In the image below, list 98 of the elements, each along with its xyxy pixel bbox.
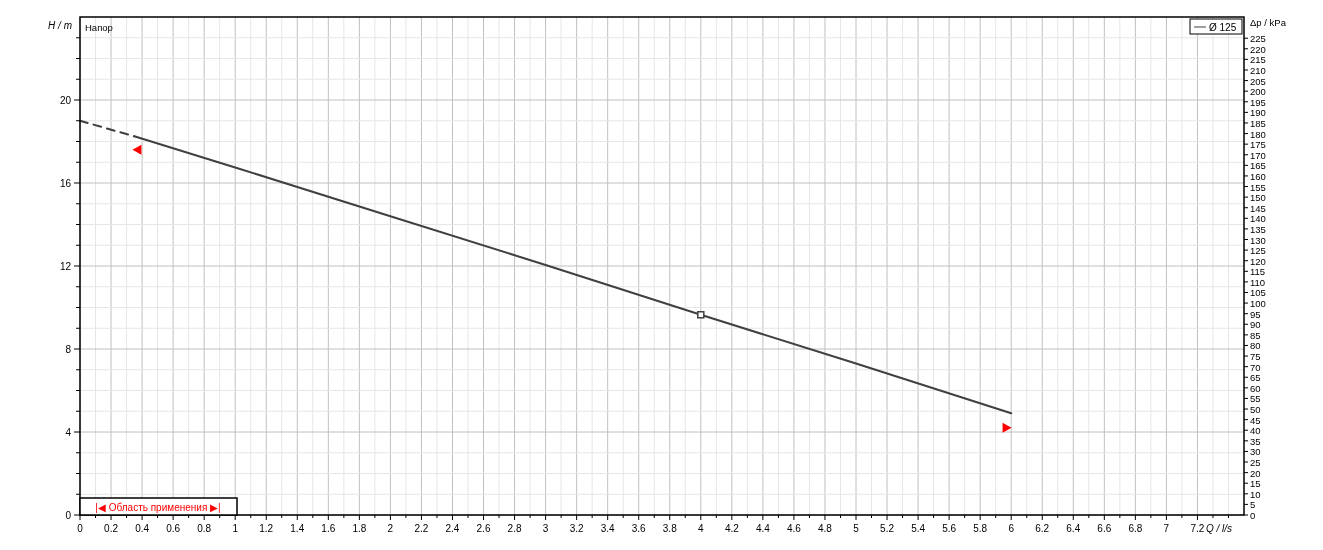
y2-tick-label: 150 bbox=[1250, 192, 1266, 204]
x-tick-label: 2.2 bbox=[414, 523, 429, 534]
y2-tick-label: 170 bbox=[1250, 149, 1266, 161]
y2-tick-label: 135 bbox=[1250, 223, 1266, 235]
annotation: |◀ Область применения ▶| bbox=[95, 501, 221, 513]
x-tick-label: 7 bbox=[1163, 523, 1170, 534]
y2-tick-label: 155 bbox=[1250, 181, 1266, 193]
x-tick-label: 6.2 bbox=[1035, 523, 1050, 534]
y2-tick-label: 210 bbox=[1250, 64, 1266, 76]
x-tick-label: 0.4 bbox=[135, 523, 150, 534]
y2-tick-label: 185 bbox=[1250, 117, 1266, 129]
point bbox=[132, 144, 142, 155]
y2-tick-label: 60 bbox=[1250, 382, 1261, 394]
y2-tick-label: 95 bbox=[1250, 308, 1261, 320]
x-tick-label: 2.6 bbox=[476, 523, 491, 534]
x-tick-label: 4 bbox=[698, 523, 705, 534]
y2-tick-label: 175 bbox=[1250, 139, 1266, 151]
x-tick-label: 3.8 bbox=[662, 523, 678, 534]
y2-tick-label: 205 bbox=[1250, 75, 1266, 87]
x-tick-label: 5.6 bbox=[942, 523, 957, 534]
y2-tick-label: 0 bbox=[1250, 510, 1256, 521]
y2-tick-label: 25 bbox=[1250, 457, 1261, 469]
y2-tick-label: 10 bbox=[1250, 488, 1261, 500]
y2-tick-label: 65 bbox=[1250, 372, 1261, 384]
y-tick-label: 12 bbox=[59, 261, 72, 272]
y2-tick-label: 35 bbox=[1250, 435, 1261, 447]
y-tick-label: 20 bbox=[59, 95, 72, 106]
x-tick-label: 4.2 bbox=[724, 523, 740, 534]
y2-tick-label: 75 bbox=[1250, 351, 1261, 363]
y2-tick-label: 145 bbox=[1250, 202, 1266, 214]
y2-tick-label: 85 bbox=[1250, 329, 1261, 341]
x-tick-label: 0 bbox=[77, 523, 84, 534]
y2-tick-label: 30 bbox=[1250, 446, 1261, 458]
x-tick-label: 3.4 bbox=[600, 523, 616, 534]
x-tick-label: 2.4 bbox=[445, 523, 460, 534]
x-tick-label: 0.6 bbox=[166, 523, 181, 534]
x-tick-label: 4.4 bbox=[755, 523, 771, 534]
x-tick-label: 3 bbox=[542, 523, 549, 534]
y2-tick-label: 190 bbox=[1250, 107, 1266, 119]
y-axis-title: H / m bbox=[48, 20, 72, 31]
x-tick-label: 4.6 bbox=[786, 523, 802, 534]
x-tick-label: 5 bbox=[853, 523, 860, 534]
y2-tick-label: 55 bbox=[1250, 393, 1261, 405]
y2-tick-label: 80 bbox=[1250, 340, 1261, 352]
y-tick-label: 8 bbox=[65, 344, 72, 355]
y2-tick-label: 110 bbox=[1250, 276, 1266, 288]
y2-tick-label: 40 bbox=[1250, 425, 1261, 437]
y2-tick-label: 195 bbox=[1250, 96, 1266, 108]
x-tick-label: 3.2 bbox=[569, 523, 585, 534]
y2-axis-title: Δp / kPa bbox=[1250, 17, 1287, 28]
x-tick-label: 4.8 bbox=[818, 523, 833, 534]
x-tick-label: 5.2 bbox=[880, 523, 895, 534]
x-axis-title: Q / l/s bbox=[1205, 523, 1232, 534]
y-tick-label: 0 bbox=[65, 510, 72, 521]
x-tick-label: 6 bbox=[1008, 523, 1015, 534]
y-tick-label: 4 bbox=[65, 427, 72, 438]
y-tick-label: 16 bbox=[59, 178, 72, 189]
y2-tick-label: 130 bbox=[1250, 234, 1266, 246]
x-tick-label: 2.8 bbox=[507, 523, 522, 534]
y2-tick-label: 140 bbox=[1250, 213, 1266, 225]
y2-tick-label: 90 bbox=[1250, 319, 1261, 331]
y2-tick-label: 220 bbox=[1250, 43, 1266, 55]
y2-tick-label: 125 bbox=[1250, 245, 1266, 257]
y2-tick-label: 50 bbox=[1250, 404, 1261, 416]
y2-tick-label: 225 bbox=[1250, 33, 1266, 45]
x-tick-label: 0.8 bbox=[197, 523, 212, 534]
y2-tick-label: 100 bbox=[1250, 298, 1266, 310]
y2-tick-label: 180 bbox=[1250, 128, 1266, 140]
point bbox=[1002, 422, 1012, 433]
x-tick-label: 5.4 bbox=[911, 523, 926, 534]
x-tick-label: 1.4 bbox=[290, 523, 305, 534]
y2-tick-label: 15 bbox=[1250, 478, 1261, 490]
x-tick-label: 6.4 bbox=[1066, 523, 1081, 534]
x-tick-label: 3.6 bbox=[631, 523, 647, 534]
x-tick-label: 6.6 bbox=[1097, 523, 1112, 534]
y2-tick-label: 200 bbox=[1250, 86, 1266, 98]
x-tick-label: 1.6 bbox=[321, 523, 336, 534]
y2-tick-label: 165 bbox=[1250, 160, 1266, 172]
annotation: Напор bbox=[85, 22, 113, 33]
y2-tick-label: 45 bbox=[1250, 414, 1261, 426]
y2-tick-label: 5 bbox=[1250, 499, 1256, 511]
x-tick-label: 6.8 bbox=[1128, 523, 1143, 534]
x-tick-label: 1.2 bbox=[259, 523, 274, 534]
y2-tick-label: 70 bbox=[1250, 361, 1261, 373]
x-tick-label: 1 bbox=[232, 523, 239, 534]
legend-label: Ø 125 bbox=[1209, 22, 1237, 33]
y2-tick-label: 160 bbox=[1250, 170, 1266, 182]
y2-tick-label: 105 bbox=[1250, 287, 1266, 299]
x-tick-label: 0.2 bbox=[104, 523, 119, 534]
y2-tick-label: 120 bbox=[1250, 255, 1266, 267]
y2-tick-label: 115 bbox=[1250, 266, 1266, 278]
y2-tick-label: 20 bbox=[1250, 467, 1261, 479]
x-tick-label: 7.2 bbox=[1190, 523, 1205, 534]
y2-tick-label: 215 bbox=[1250, 54, 1266, 66]
x-tick-label: 1.8 bbox=[352, 523, 367, 534]
x-tick-label: 5.8 bbox=[973, 523, 988, 534]
x-tick-label: 2 bbox=[387, 523, 394, 534]
point bbox=[697, 311, 705, 319]
